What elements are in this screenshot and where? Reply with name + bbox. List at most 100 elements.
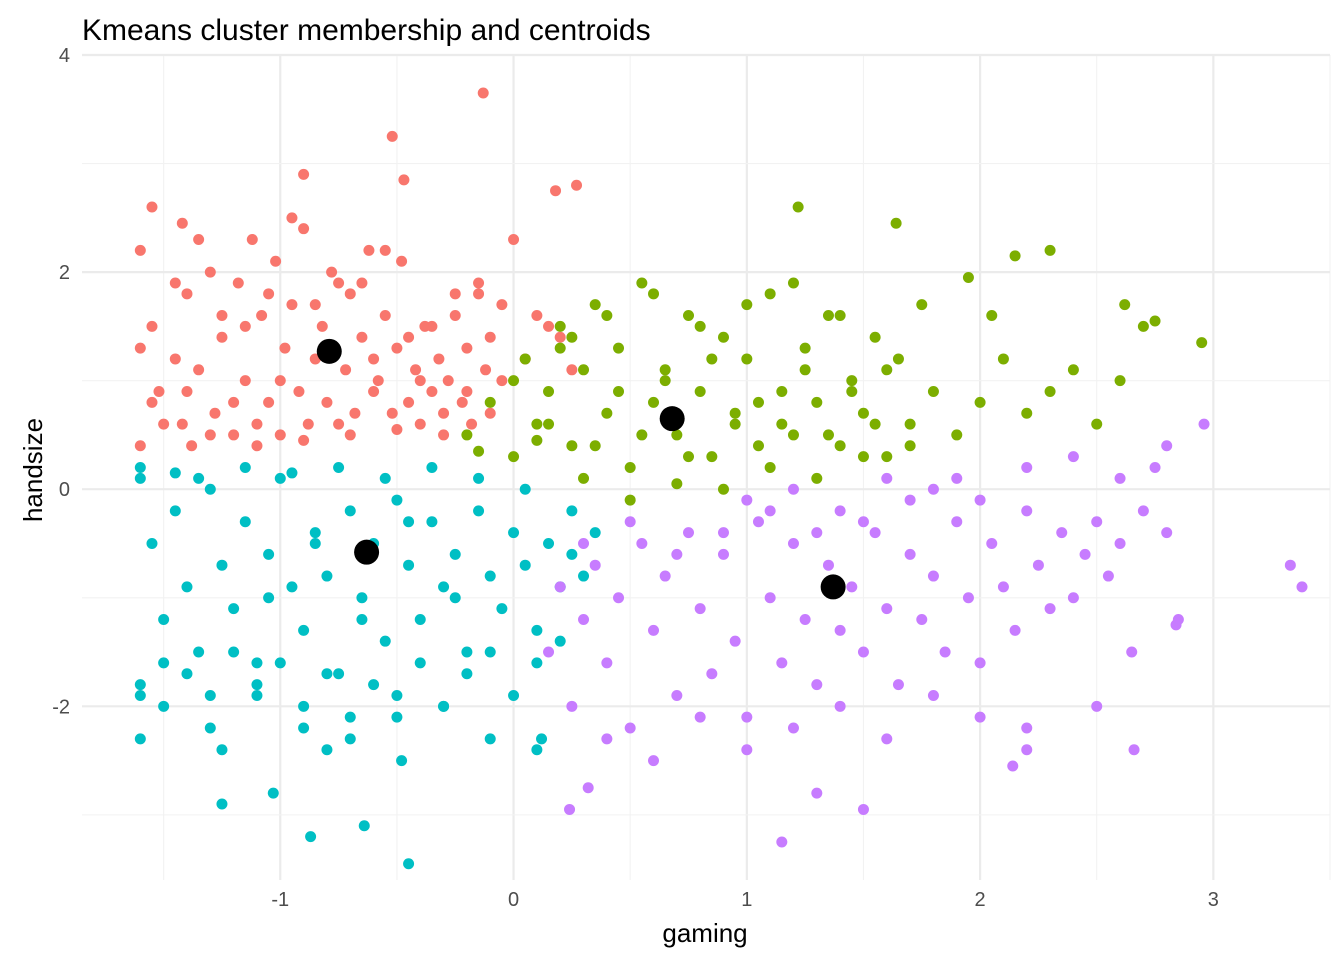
data-point	[857, 516, 869, 528]
data-point	[158, 700, 170, 712]
data-point	[554, 342, 566, 354]
data-point	[706, 451, 718, 463]
data-point	[624, 462, 636, 473]
data-point	[578, 364, 590, 376]
data-point	[1114, 472, 1126, 484]
data-point	[449, 592, 461, 604]
data-point	[550, 185, 562, 197]
data-point	[403, 559, 415, 571]
data-point	[274, 429, 286, 441]
data-point	[589, 559, 601, 571]
data-point	[239, 516, 251, 528]
data-point	[134, 679, 146, 691]
data-point	[181, 288, 193, 300]
data-point	[344, 288, 356, 300]
data-point	[904, 548, 916, 560]
data-point	[741, 494, 753, 506]
data-point	[414, 375, 426, 387]
data-point	[962, 272, 974, 284]
data-point	[379, 635, 391, 647]
data-point	[566, 505, 578, 517]
data-point	[554, 635, 566, 647]
data-point	[326, 266, 338, 278]
y-tick-label: 0	[59, 479, 70, 501]
data-point	[613, 342, 625, 354]
data-point	[671, 429, 683, 441]
data-point	[333, 462, 345, 473]
data-point	[484, 331, 496, 343]
data-point	[1137, 505, 1149, 517]
centroids	[316, 338, 846, 600]
data-point	[1091, 516, 1103, 528]
data-point	[566, 548, 578, 560]
data-point	[543, 418, 555, 430]
data-point	[484, 646, 496, 658]
data-point	[438, 581, 450, 593]
data-point	[340, 364, 352, 376]
data-point	[193, 234, 205, 246]
data-point	[834, 440, 846, 452]
data-point	[834, 700, 846, 712]
data-point	[403, 858, 415, 870]
data-point	[333, 418, 345, 430]
data-point	[939, 646, 951, 658]
data-point	[659, 364, 671, 376]
data-point	[239, 375, 251, 387]
data-point	[951, 516, 963, 528]
data-point	[543, 537, 555, 549]
data-point	[372, 375, 384, 387]
data-point	[426, 516, 438, 528]
data-point	[648, 755, 660, 767]
data-point	[309, 299, 321, 311]
data-point	[916, 613, 928, 625]
data-point	[869, 527, 881, 539]
data-point	[986, 310, 998, 322]
data-point	[531, 657, 543, 669]
data-point	[717, 548, 729, 560]
grid	[82, 53, 1331, 880]
data-point	[1102, 570, 1114, 582]
data-point	[239, 462, 251, 473]
data-point	[461, 342, 473, 354]
data-point	[344, 429, 356, 441]
data-point	[298, 624, 310, 636]
data-point	[1161, 440, 1173, 452]
data-point	[398, 174, 410, 186]
data-point	[274, 375, 286, 387]
x-tick-label: 1	[741, 889, 752, 911]
data-point	[496, 299, 508, 311]
data-point	[438, 429, 450, 441]
data-point	[717, 483, 729, 495]
data-point	[449, 310, 461, 322]
data-point	[729, 635, 741, 647]
data-point	[564, 803, 576, 815]
data-point	[496, 375, 508, 387]
data-point	[146, 537, 158, 549]
data-point	[659, 570, 671, 582]
data-point	[414, 418, 426, 430]
data-point	[764, 592, 776, 604]
data-point	[344, 505, 356, 517]
data-point	[158, 613, 170, 625]
data-point	[508, 451, 520, 463]
data-point	[333, 668, 345, 680]
data-point	[601, 407, 613, 419]
data-point	[461, 646, 473, 658]
data-point	[543, 320, 555, 332]
data-point	[578, 472, 590, 484]
data-point	[694, 386, 706, 398]
data-point	[251, 657, 263, 669]
data-point	[601, 310, 613, 322]
data-point	[316, 320, 328, 332]
data-point	[209, 407, 221, 419]
x-axis-label: gaming	[662, 918, 747, 948]
data-point	[927, 570, 939, 582]
data-point	[1009, 250, 1021, 262]
data-point	[554, 320, 566, 332]
data-point	[216, 310, 228, 322]
y-axis-label: handsize	[18, 418, 48, 522]
data-point	[694, 711, 706, 723]
data-point	[508, 375, 520, 387]
data-point	[1079, 548, 1091, 560]
data-point	[251, 679, 263, 691]
